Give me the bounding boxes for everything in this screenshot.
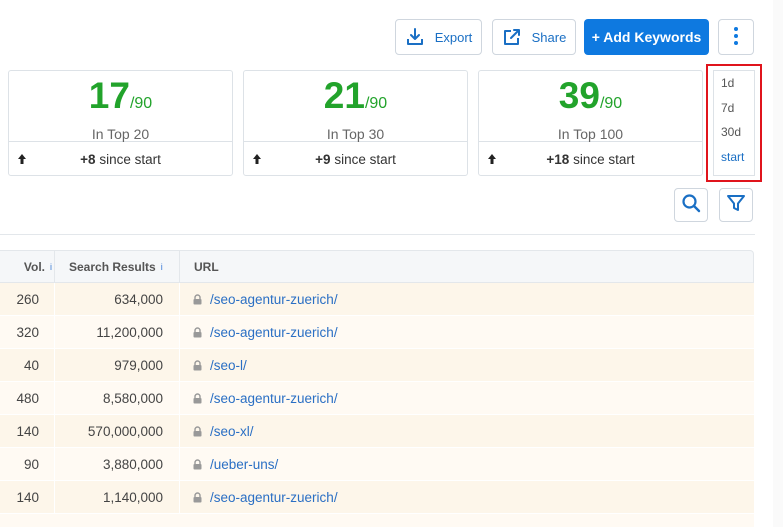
column-header-url[interactable]: URL [194,259,219,274]
stat-delta: +9 since start [315,151,396,167]
url-cell: /seo-agentur-zuerich/ [180,283,754,315]
stat-total: /90 [599,95,623,112]
volume-cell: 260 [0,283,55,315]
stat-value: 21 [323,75,365,116]
url-cell: /seo-agentur-zuerich/ [180,382,754,414]
stat-total: /90 [129,95,153,112]
url-cell: /seo-l/ [180,349,754,381]
search-results-cell: 8,580,000 [55,382,180,414]
column-header-search-results[interactable]: Search Results i [55,251,180,282]
url-link[interactable]: /seo-agentur-zuerich/ [210,324,338,340]
info-icon: i [50,261,52,272]
url-cell: /ueber-uns/ [180,448,754,480]
search-results-cell: 634,000 [55,283,180,315]
volume-cell: 90 [0,448,55,480]
volume-cell: 480 [0,382,55,414]
lock-icon [193,359,202,371]
export-button[interactable]: Export [395,19,482,55]
period-option-start[interactable]: start [721,149,745,164]
add-keywords-label: + Add Keywords [591,29,702,45]
table-body: 260 634,000 /seo-agentur-zuerich/ 320 11… [0,283,754,527]
filter-icon [726,193,746,218]
period-option-30d[interactable]: 30d [721,125,742,139]
stat-label: In Top 30 [326,126,385,142]
search-results-cell: 11,200,000 [55,316,180,348]
table-row-partial [0,514,754,527]
export-label: Export [434,29,473,45]
search-results-cell: 3,880,000 [55,448,180,480]
period-option-1d[interactable]: 1d [721,76,735,90]
lock-icon [193,326,202,338]
lock-icon [193,491,202,503]
stat-delta: +8 since start [80,151,161,167]
stat-label: In Top 100 [557,126,624,142]
arrow-up-icon [252,153,262,168]
add-keywords-button[interactable]: + Add Keywords [584,19,709,55]
arrow-up-icon [487,153,497,168]
stat-card-top30: 21/90 In Top 30 +9 since start [243,70,468,176]
period-option-7d[interactable]: 7d [721,100,735,115]
lock-icon [193,425,202,437]
filter-button[interactable] [719,188,753,222]
url-cell: /seo-agentur-zuerich/ [180,481,754,513]
search-results-cell: 979,000 [55,349,180,381]
stat-value: 39 [558,75,600,116]
url-cell: /seo-xl/ [180,415,754,447]
table-row: 40 979,000 /seo-l/ [0,349,754,382]
lock-icon [193,458,202,470]
volume-cell: 320 [0,316,55,348]
table-row: 320 11,200,000 /seo-agentur-zuerich/ [0,316,754,349]
url-link[interactable]: /seo-agentur-zuerich/ [210,390,338,406]
url-link[interactable]: /ueber-uns/ [210,456,279,472]
table-row: 140 1,140,000 /seo-agentur-zuerich/ [0,481,754,514]
vertical-scrollbar[interactable] [773,0,783,527]
keywords-table: Vol. i Search Results i URL 260 634,000 … [0,250,754,527]
url-link[interactable]: /seo-xl/ [210,423,254,439]
url-link[interactable]: /seo-agentur-zuerich/ [210,489,338,505]
table-row: 480 8,580,000 /seo-agentur-zuerich/ [0,382,754,415]
url-link[interactable]: /seo-agentur-zuerich/ [210,291,338,307]
volume-cell: 40 [0,349,55,381]
stat-delta: +18 since start [546,151,635,167]
search-icon [681,193,701,218]
volume-cell: 140 [0,415,55,447]
share-icon [502,27,522,47]
url-cell: /seo-agentur-zuerich/ [180,316,754,348]
download-icon [405,27,425,47]
lock-icon [193,392,202,404]
search-results-cell: 570,000,000 [55,415,180,447]
table-row: 140 570,000,000 /seo-xl/ [0,415,754,448]
volume-cell: 140 [0,481,55,513]
section-divider [0,234,755,235]
search-button[interactable] [674,188,708,222]
more-options-button[interactable] [718,19,754,55]
lock-icon [193,293,202,305]
info-icon: i [160,261,163,272]
search-results-cell: 1,140,000 [55,481,180,513]
arrow-up-icon [17,153,27,168]
kebab-menu-icon [733,26,739,49]
stat-value: 17 [88,75,130,116]
column-header-volume[interactable]: Vol. i [0,251,55,282]
url-link[interactable]: /seo-l/ [210,357,247,373]
stat-total: /90 [364,95,388,112]
share-label: Share [531,29,567,45]
table-header: Vol. i Search Results i URL [0,250,754,283]
table-row: 260 634,000 /seo-agentur-zuerich/ [0,283,754,316]
stat-card-top20: 17/90 In Top 20 +8 since start [8,70,233,176]
period-selector-highlight: 1d 7d 30d start [706,64,762,182]
share-button[interactable]: Share [492,19,576,55]
table-row: 90 3,880,000 /ueber-uns/ [0,448,754,481]
stat-label: In Top 20 [91,126,150,142]
stat-card-top100: 39/90 In Top 100 +18 since start [478,70,703,176]
period-selector: 1d 7d 30d start [713,70,755,176]
